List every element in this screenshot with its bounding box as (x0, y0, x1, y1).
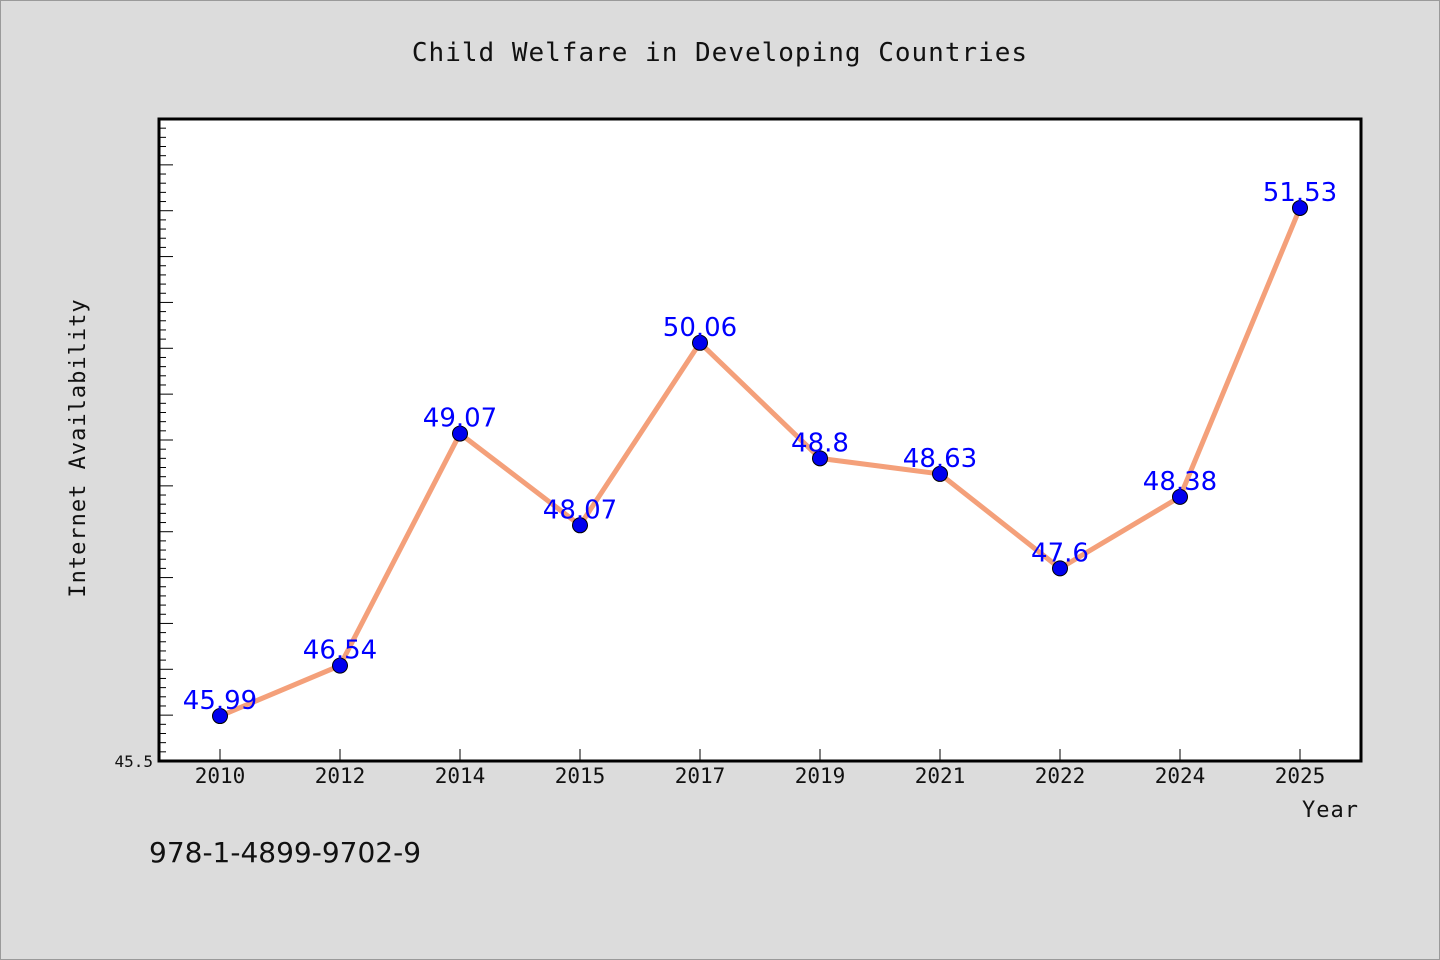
data-point (332, 657, 348, 674)
chart-title: Child Welfare in Developing Countries (412, 38, 1028, 68)
x-tick-label: 2025 (1275, 764, 1326, 788)
x-axis-label: Year (1302, 798, 1359, 823)
data-point (572, 517, 588, 534)
data-label: 45.99 (183, 686, 257, 716)
data-point (812, 450, 828, 467)
data-point (1292, 199, 1308, 216)
x-tick-label: 2014 (435, 764, 486, 788)
isbn-text: 978-1-4899-9702-9 (149, 836, 421, 869)
x-tick-label: 2012 (315, 764, 366, 788)
series-line (217, 205, 1303, 719)
data-point (932, 465, 948, 482)
y-axis-min-label: 45.5 (114, 752, 153, 771)
x-axis-ticks (219, 749, 1301, 761)
x-tick-label: 2022 (1035, 764, 1086, 788)
data-point (452, 425, 468, 442)
x-tick-label: 2021 (915, 764, 966, 788)
data-markers (212, 199, 1308, 725)
data-labels: 45.99 46.54 49.07 48.07 50.06 48.8 48.63 47.6 48… (183, 178, 1337, 716)
y-axis-label: Internet Availability (66, 298, 91, 597)
plot-area (157, 117, 1363, 763)
data-label: 49.07 (423, 404, 497, 434)
data-point (1052, 560, 1068, 577)
x-tick-label: 2017 (675, 764, 726, 788)
x-tick-label: 2019 (795, 764, 846, 788)
x-axis-tick-labels: 2010 2012 2014 2015 2017 2019 2021 2022 2024 2025 (195, 764, 1326, 788)
data-point (212, 708, 228, 725)
x-tick-label: 2010 (195, 764, 246, 788)
data-label: 48.63 (903, 444, 977, 474)
data-label: 51.53 (1263, 178, 1337, 208)
x-tick-label: 2024 (1155, 764, 1206, 788)
data-label: 48.38 (1143, 467, 1217, 497)
data-label: 50.06 (663, 313, 737, 343)
data-label: 48.8 (791, 428, 849, 458)
data-label: 48.07 (543, 495, 617, 525)
x-tick-label: 2015 (555, 764, 606, 788)
data-label: 46.54 (303, 636, 377, 666)
y-axis-ticks (159, 118, 173, 762)
data-point (692, 334, 708, 351)
data-point (1172, 488, 1188, 505)
data-label: 47.6 (1031, 538, 1089, 568)
